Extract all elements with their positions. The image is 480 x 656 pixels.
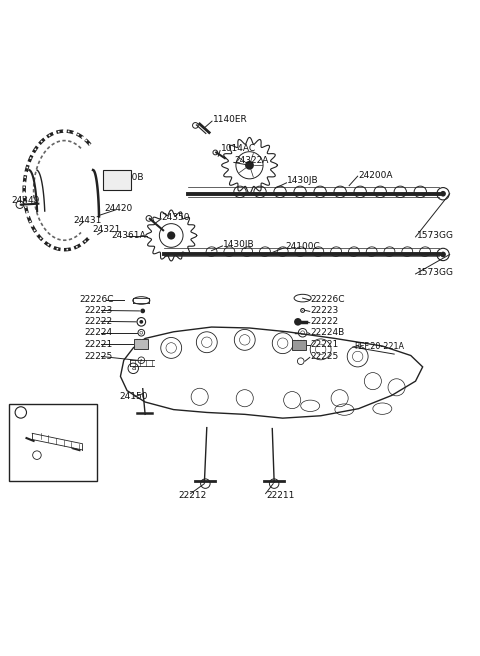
Text: 22221: 22221 — [310, 340, 338, 348]
Text: 22212: 22212 — [179, 491, 206, 499]
Text: 24150: 24150 — [119, 392, 147, 401]
Bar — [292, 340, 306, 350]
Text: 22226C: 22226C — [80, 295, 114, 304]
Text: 1140ER: 1140ER — [213, 115, 247, 124]
Circle shape — [140, 308, 145, 314]
Circle shape — [440, 191, 446, 197]
Text: 22223: 22223 — [310, 306, 338, 315]
FancyBboxPatch shape — [9, 404, 96, 482]
Text: 22223: 22223 — [84, 306, 113, 315]
Text: 24321: 24321 — [92, 225, 120, 234]
Circle shape — [302, 310, 303, 311]
Text: 1573GG: 1573GG — [417, 231, 454, 240]
Circle shape — [139, 320, 143, 323]
Text: 24431: 24431 — [73, 216, 101, 225]
Text: 22222: 22222 — [84, 317, 112, 326]
Text: 22222: 22222 — [310, 317, 338, 326]
Text: 22221: 22221 — [84, 340, 113, 348]
Text: 22225: 22225 — [310, 352, 338, 361]
Text: 24350: 24350 — [162, 213, 190, 222]
Circle shape — [245, 161, 254, 170]
Text: 24355: 24355 — [34, 419, 60, 428]
Text: 1430JB: 1430JB — [288, 176, 319, 186]
Text: 24200A: 24200A — [359, 171, 393, 180]
Circle shape — [167, 232, 175, 239]
Text: 1014AC: 1014AC — [221, 144, 256, 153]
Text: REF.20-221A: REF.20-221A — [354, 342, 404, 350]
Text: 1430JB: 1430JB — [223, 239, 255, 249]
Text: 24349: 24349 — [12, 196, 40, 205]
Text: 24100C: 24100C — [285, 242, 320, 251]
Circle shape — [140, 359, 142, 361]
Bar — [103, 171, 131, 190]
Circle shape — [294, 318, 301, 325]
Text: 24410B: 24410B — [109, 173, 144, 182]
Text: 24361A: 24361A — [111, 232, 145, 241]
Text: 24322A: 24322A — [234, 157, 269, 165]
Text: 24420: 24420 — [105, 204, 133, 213]
Text: 1573GG: 1573GG — [417, 268, 454, 277]
Text: 22226C: 22226C — [310, 295, 345, 304]
Text: 22225: 22225 — [84, 352, 113, 361]
Circle shape — [440, 252, 446, 257]
Text: 22224B: 22224B — [310, 328, 345, 337]
Text: a: a — [131, 365, 135, 371]
Bar — [134, 339, 148, 349]
Text: 1140EJ: 1140EJ — [26, 462, 55, 471]
Text: a: a — [18, 408, 23, 417]
Text: 22224: 22224 — [84, 328, 112, 337]
Text: 22211: 22211 — [266, 491, 294, 499]
